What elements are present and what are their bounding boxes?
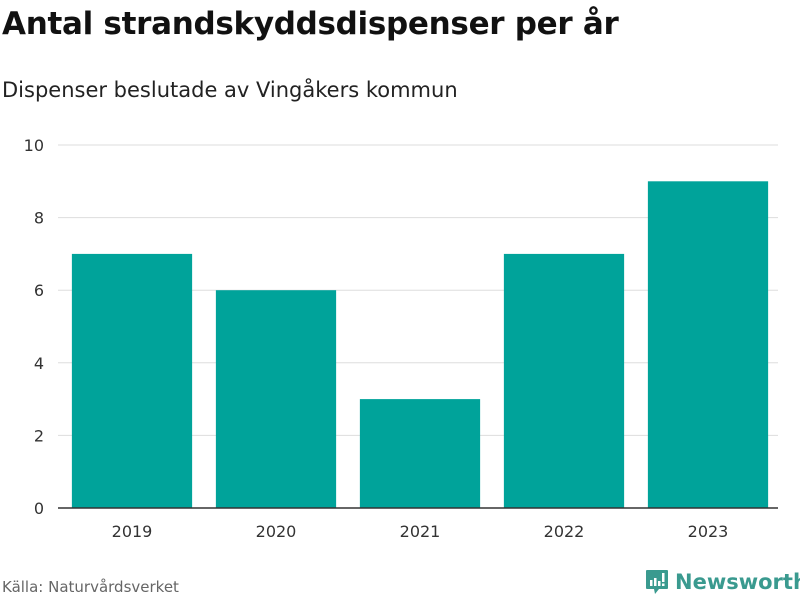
- y-tick-label: 0: [34, 499, 44, 518]
- newsworthy-logo: Newsworthy: [645, 569, 800, 595]
- chart-title: Antal strandskyddsdispenser per år: [2, 6, 619, 42]
- x-tick-label: 2019: [112, 522, 153, 541]
- x-tick-label: 2020: [256, 522, 297, 541]
- bar-2019: [71, 253, 193, 508]
- bar-2021: [359, 399, 481, 508]
- x-tick-label: 2021: [400, 522, 441, 541]
- source-note: Källa: Naturvårdsverket: [2, 578, 179, 596]
- bar-2022: [503, 253, 625, 508]
- bars: [71, 181, 769, 509]
- y-tick-label: 4: [34, 354, 44, 373]
- x-axis-ticks: 2019 2020 2021 2022 2023: [112, 522, 729, 541]
- y-tick-label: 6: [34, 281, 44, 300]
- chart-subtitle: Dispenser beslutade av Vingåkers kommun: [2, 78, 458, 102]
- bar-2023: [647, 181, 769, 509]
- x-tick-label: 2023: [688, 522, 729, 541]
- newsworthy-logo-text: Newsworthy: [675, 570, 800, 594]
- y-tick-label: 10: [24, 136, 44, 155]
- y-axis-ticks: 0 2 4 6 8 10: [24, 136, 44, 518]
- y-tick-label: 2: [34, 426, 44, 445]
- newsworthy-logo-icon: [646, 570, 668, 594]
- y-tick-label: 8: [34, 209, 44, 228]
- bar-2020: [215, 290, 337, 508]
- x-tick-label: 2022: [544, 522, 585, 541]
